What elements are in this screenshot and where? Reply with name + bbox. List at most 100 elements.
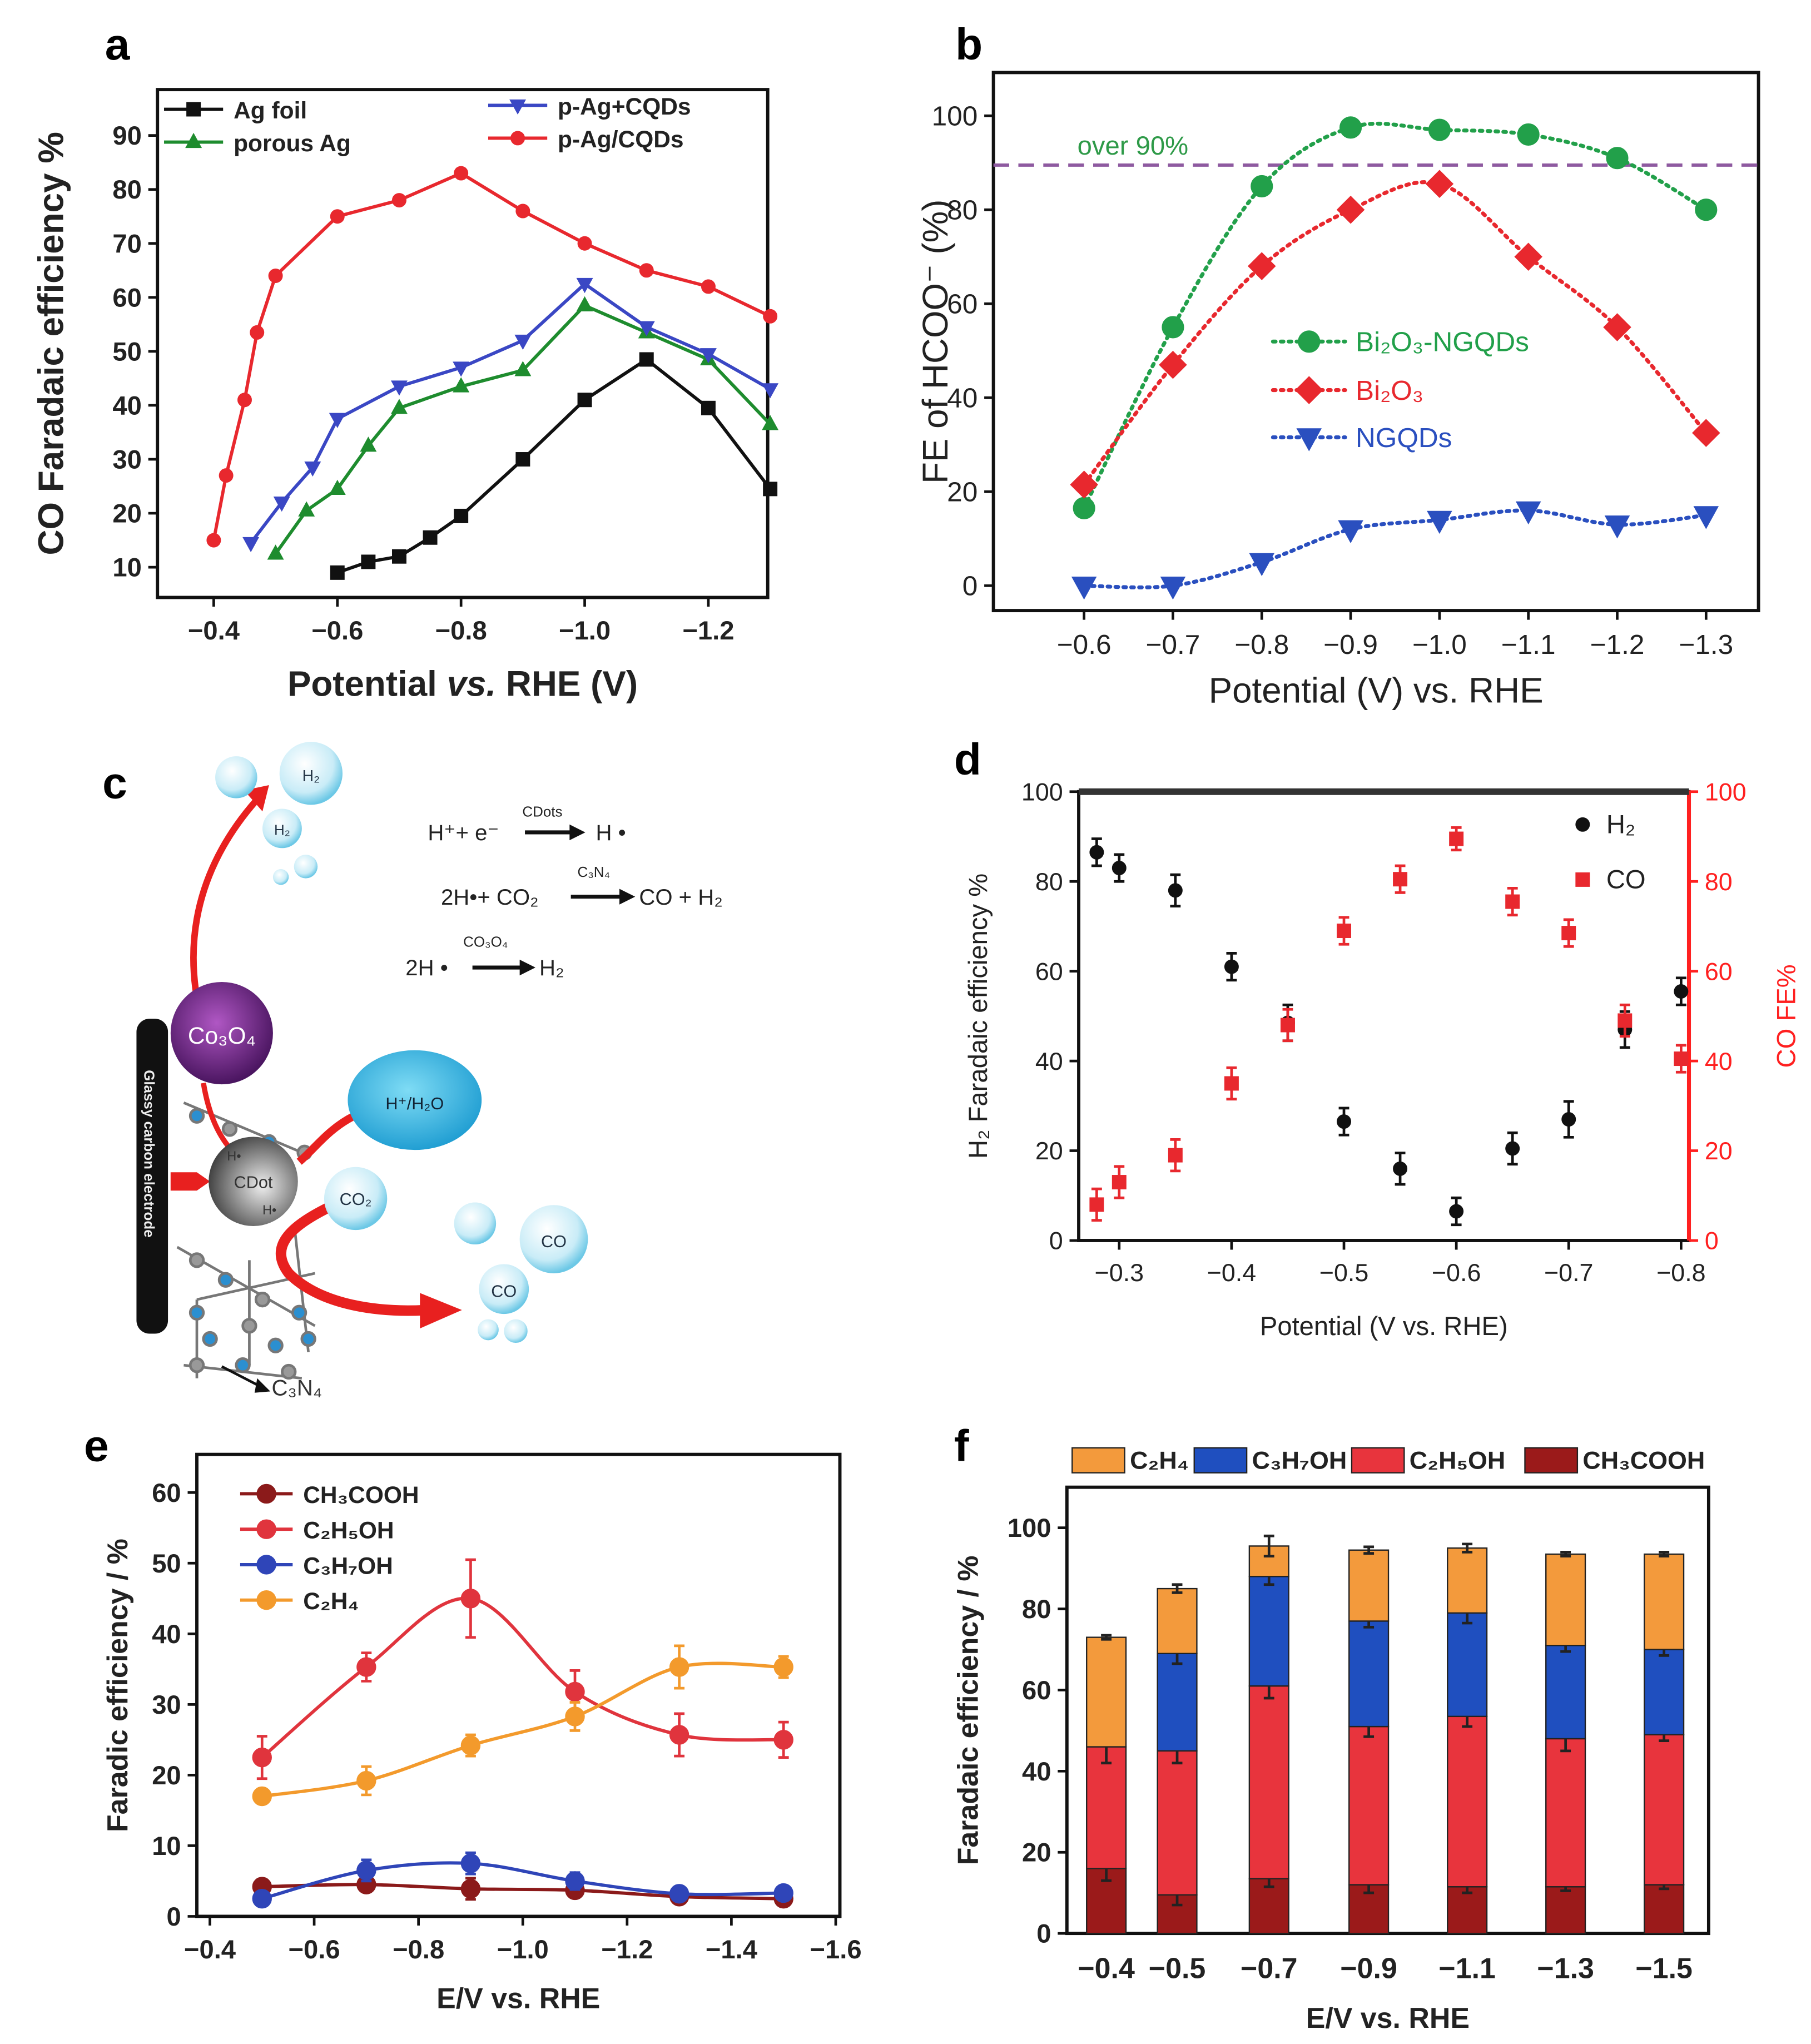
y-tick-label: 60	[1022, 1676, 1051, 1705]
legend-marker	[1296, 428, 1322, 452]
x-tick-label: −0.6	[288, 1935, 340, 1964]
legend-marker	[186, 102, 201, 117]
c3n4-network	[176, 1101, 316, 1380]
data-point	[1449, 1204, 1464, 1219]
bar-segment-C₃H₇OH	[1157, 1653, 1198, 1752]
data-point	[1339, 116, 1362, 139]
data-point	[360, 436, 377, 452]
bar-segment-C₂H₅OH	[1086, 1746, 1127, 1869]
h2-bubble	[262, 808, 302, 849]
data-point	[762, 415, 779, 430]
x-tick-label: −0.6	[311, 616, 363, 646]
y-tick-label: 60	[112, 283, 142, 312]
y-axis-label: FE of HCOO⁻ (%)	[915, 199, 955, 484]
co2-bubble	[324, 1167, 388, 1231]
x-tick-label: −0.4	[188, 616, 240, 646]
data-point	[1168, 1148, 1183, 1163]
legend-label: NGQDs	[1356, 422, 1452, 453]
data-point	[1505, 1141, 1520, 1156]
data-point	[763, 482, 778, 497]
arrow-h2-out	[190, 798, 259, 999]
data-point	[237, 393, 252, 408]
water-droplet	[348, 1050, 482, 1150]
x-axis-label: Potential (V vs. RHE)	[1260, 1312, 1508, 1341]
data-point	[454, 508, 469, 523]
x-tick-label: −1.3	[1537, 1952, 1594, 1985]
x-tick-label: −0.9	[1340, 1952, 1397, 1985]
series-p-Ag+CQDs	[242, 277, 779, 553]
data-point	[1603, 313, 1631, 341]
bubble	[294, 855, 318, 879]
error-bar	[1659, 1551, 1670, 1558]
arrow-head	[619, 889, 636, 905]
data-point	[701, 279, 716, 294]
y-tick-label: 90	[112, 121, 142, 151]
y-tick-label: 0	[166, 1902, 181, 1932]
data-point	[1692, 419, 1720, 447]
data-point	[762, 383, 779, 399]
bar-segment-C₃H₇OH	[1447, 1612, 1488, 1718]
co3o4-particle	[170, 982, 273, 1085]
y-tick-label: 20	[1022, 1838, 1051, 1868]
bar-segment-CH₃COOH	[1644, 1884, 1685, 1934]
series-C₂H₅OH	[252, 1558, 793, 1780]
data-point	[1517, 123, 1540, 146]
eq3-right: H₂	[539, 955, 564, 980]
data-point	[514, 361, 532, 376]
panel-label-a: a	[105, 19, 131, 70]
data-point	[460, 1735, 481, 1755]
data-point	[1160, 577, 1186, 600]
data-point	[1449, 831, 1464, 846]
data-point	[1251, 175, 1273, 198]
eq3-catalyst: CO₃O₄	[463, 933, 508, 950]
diagram-c: Glassy carbon electrode Co₃O₄ CDot H• H•…	[136, 742, 723, 1400]
legend-swatch	[1071, 1447, 1125, 1474]
x-tick-label: −0.5	[1319, 1258, 1369, 1287]
legend-label: C₃H₇OH	[303, 1553, 393, 1579]
arrow-co-out	[275, 1203, 427, 1316]
co-bubble	[479, 1264, 529, 1314]
legend-marker	[1575, 872, 1590, 887]
data-point	[1159, 350, 1187, 379]
data-point	[514, 334, 532, 350]
y2-tick-label: 100	[1705, 777, 1747, 806]
x-tick-label: −0.8	[393, 1935, 444, 1964]
legend-swatch	[1351, 1447, 1405, 1474]
data-point	[1505, 894, 1520, 909]
glassy-carbon-electrode	[136, 1019, 168, 1334]
bar-segment-C₂H₄	[1644, 1553, 1685, 1650]
y2-tick-label: 20	[1705, 1137, 1733, 1165]
data-point	[565, 1706, 585, 1727]
arrow-proton-in	[296, 1112, 356, 1165]
y-tick-label: 10	[112, 553, 142, 583]
legend-label: Bi₂O₃	[1356, 375, 1423, 406]
data-point	[1224, 1076, 1239, 1091]
data-point	[639, 263, 654, 278]
panel-label-d: d	[954, 735, 981, 785]
data-point	[1112, 861, 1127, 875]
chart-e: 0 10 20 30 40 50 60 −0.4 −0.6 −0.8 −1.0 −1.2 −1.4 −1.…	[102, 1452, 862, 2015]
legend-marker	[509, 99, 527, 115]
data-point	[242, 537, 260, 553]
legend-label: H₂	[1606, 810, 1635, 839]
eq1-left: H⁺+ e⁻	[428, 820, 499, 845]
x-tick-label: −1.5	[1635, 1952, 1692, 1985]
data-point	[1428, 118, 1451, 141]
data-point	[1337, 924, 1352, 938]
x-tick-label: −0.8	[1234, 629, 1289, 660]
y-tick-label: 0	[962, 570, 978, 602]
data-point	[1561, 1112, 1576, 1127]
bar-segment-C₃H₇OH	[1545, 1644, 1586, 1740]
h-radical-label: H•	[262, 1203, 276, 1218]
panel-label-c: c	[102, 758, 127, 808]
series-Ag foil	[330, 352, 778, 580]
legend-label: CH₃COOH	[303, 1482, 419, 1509]
data-point	[515, 452, 530, 467]
data-point	[1168, 883, 1183, 898]
water-label: H⁺/H₂O	[385, 1094, 444, 1113]
data-point	[460, 1589, 481, 1609]
data-point	[1514, 242, 1542, 271]
data-point	[1674, 1051, 1689, 1066]
bar-segment-CH₃COOH	[1447, 1886, 1488, 1934]
legend-marker	[1298, 330, 1321, 353]
